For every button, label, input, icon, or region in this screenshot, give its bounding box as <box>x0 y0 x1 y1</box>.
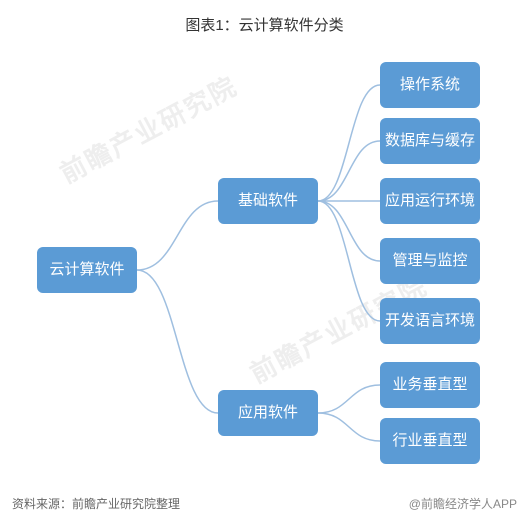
node-mid-label: 基础软件 <box>238 191 298 211</box>
node-leaf-label: 开发语言环境 <box>385 311 475 331</box>
node-root-label: 云计算软件 <box>49 260 124 280</box>
node-leaf-label: 行业垂直型 <box>392 431 467 451</box>
node-mid-label: 应用软件 <box>238 403 298 423</box>
node-leaf-label: 操作系统 <box>400 75 460 95</box>
node-root: 云计算软件 <box>37 247 137 293</box>
attribution: @前瞻经济学人APP <box>409 495 517 512</box>
node-mid-base: 基础软件 <box>218 178 318 224</box>
node-leaf-label: 数据库与缓存 <box>385 131 475 151</box>
node-leaf: 开发语言环境 <box>380 298 480 344</box>
node-leaf: 应用运行环境 <box>380 178 480 224</box>
node-leaf: 操作系统 <box>380 62 480 108</box>
node-leaf: 管理与监控 <box>380 238 480 284</box>
node-mid-app: 应用软件 <box>218 390 318 436</box>
source-citation: 资料来源：前瞻产业研究院整理 <box>12 495 180 512</box>
node-leaf-label: 业务垂直型 <box>392 375 467 395</box>
node-leaf: 业务垂直型 <box>380 362 480 408</box>
node-leaf-label: 管理与监控 <box>392 251 467 271</box>
node-leaf: 数据库与缓存 <box>380 118 480 164</box>
node-leaf-label: 应用运行环境 <box>385 191 475 211</box>
node-leaf: 行业垂直型 <box>380 418 480 464</box>
watermark: 前瞻产业研究院 <box>53 66 243 191</box>
chart-title: 图表1：云计算软件分类 <box>0 14 529 35</box>
